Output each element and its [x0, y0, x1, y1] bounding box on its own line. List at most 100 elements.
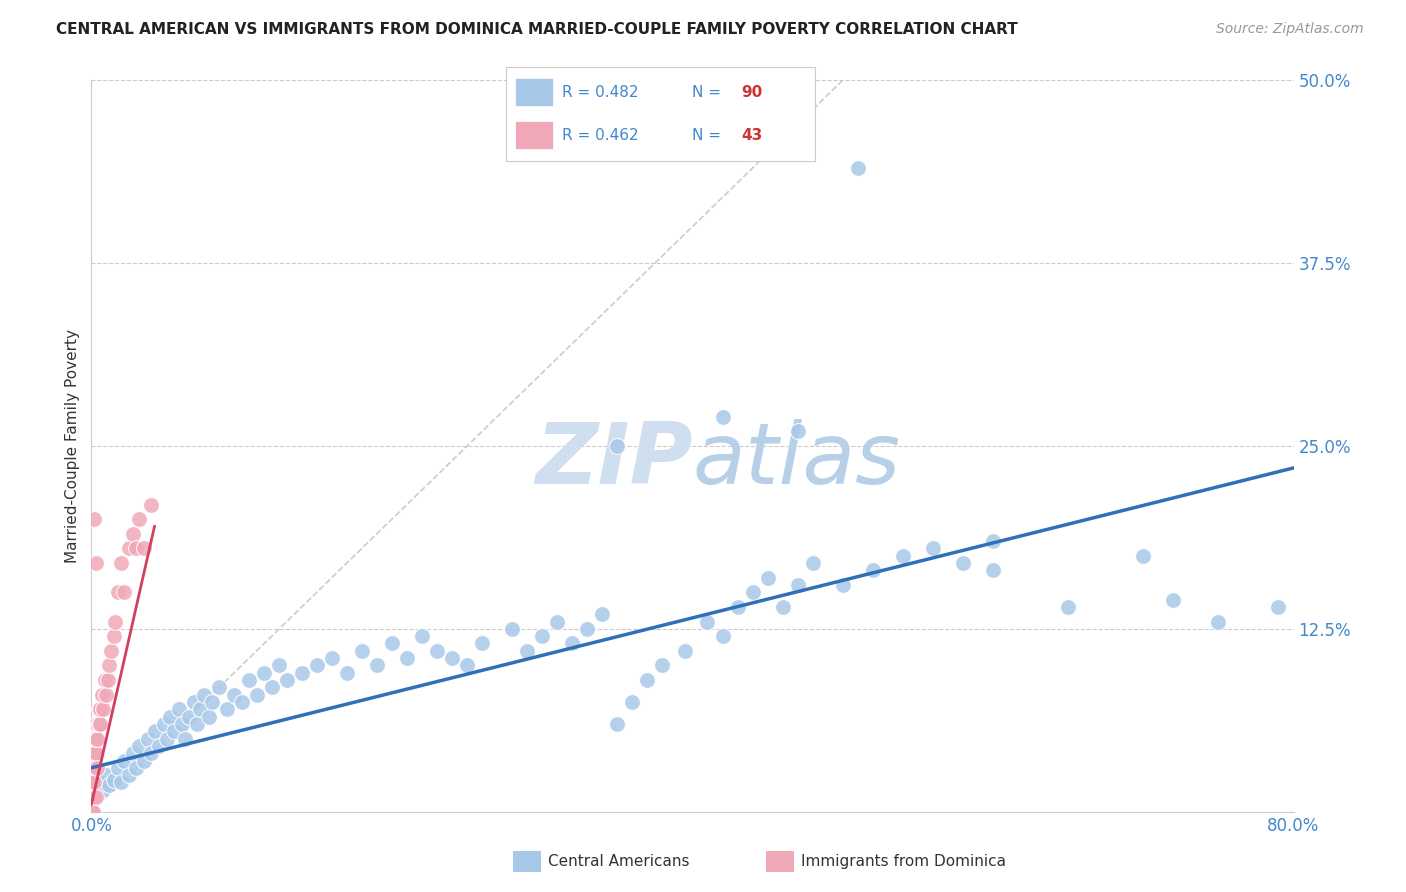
Bar	[516, 78, 553, 106]
Point	[100, 644, 122, 658]
Point	[128, 512, 150, 526]
Point	[83, 746, 105, 760]
Point	[188, 702, 211, 716]
Point	[696, 615, 718, 629]
Point	[786, 425, 808, 439]
Point	[952, 556, 974, 570]
Point	[606, 439, 628, 453]
Point	[122, 746, 145, 760]
Point	[426, 644, 449, 658]
Point	[143, 724, 166, 739]
Point	[350, 644, 373, 658]
Text: R = 0.462: R = 0.462	[562, 128, 638, 143]
Point	[87, 717, 110, 731]
Point	[83, 731, 105, 746]
Point	[636, 673, 658, 687]
Point	[103, 772, 125, 787]
Point	[132, 754, 155, 768]
Point	[118, 768, 141, 782]
Point	[591, 607, 613, 622]
Point	[651, 658, 673, 673]
Text: 90: 90	[741, 85, 762, 100]
Point	[87, 775, 110, 789]
Text: Central Americans: Central Americans	[548, 855, 690, 869]
Point	[86, 731, 108, 746]
Point	[84, 731, 107, 746]
Point	[546, 615, 568, 629]
Point	[89, 717, 111, 731]
Text: ZIP: ZIP	[534, 419, 692, 502]
Point	[159, 709, 181, 723]
Point	[531, 629, 554, 643]
Point	[471, 636, 494, 650]
Point	[501, 622, 523, 636]
Point	[82, 746, 104, 760]
Point	[1057, 599, 1080, 614]
Point	[132, 541, 155, 556]
Point	[94, 673, 117, 687]
Point	[84, 556, 107, 570]
Point	[96, 768, 118, 782]
Point	[141, 746, 163, 760]
Point	[82, 775, 104, 789]
Point	[606, 717, 628, 731]
Point	[82, 761, 104, 775]
Text: CENTRAL AMERICAN VS IMMIGRANTS FROM DOMINICA MARRIED-COUPLE FAMILY POVERTY CORRE: CENTRAL AMERICAN VS IMMIGRANTS FROM DOMI…	[56, 22, 1018, 37]
Text: atlas: atlas	[692, 419, 900, 502]
Text: 43: 43	[741, 128, 762, 143]
Point	[756, 571, 779, 585]
Point	[305, 658, 328, 673]
Point	[197, 709, 219, 723]
Point	[1132, 549, 1154, 563]
Point	[456, 658, 478, 673]
Point	[711, 409, 734, 424]
Point	[103, 629, 125, 643]
Point	[141, 498, 163, 512]
Point	[561, 636, 583, 650]
Point	[201, 695, 224, 709]
Point	[163, 724, 186, 739]
Point	[269, 658, 291, 673]
Point	[862, 563, 884, 577]
Point	[395, 651, 418, 665]
Point	[711, 629, 734, 643]
Point	[155, 731, 177, 746]
Point	[215, 702, 238, 716]
Point	[125, 761, 148, 775]
Point	[89, 702, 111, 716]
Text: Source: ZipAtlas.com: Source: ZipAtlas.com	[1216, 22, 1364, 37]
Point	[114, 585, 136, 599]
Point	[86, 761, 108, 775]
Point	[84, 746, 107, 760]
Point	[260, 681, 283, 695]
Point	[253, 665, 276, 680]
Point	[786, 578, 808, 592]
Point	[82, 790, 104, 805]
Point	[186, 717, 208, 731]
Point	[83, 790, 105, 805]
Point	[801, 556, 824, 570]
Point	[727, 599, 749, 614]
Point	[97, 673, 120, 687]
Point	[98, 658, 121, 673]
Point	[152, 717, 174, 731]
Point	[110, 556, 132, 570]
Point	[231, 695, 253, 709]
Point	[246, 688, 269, 702]
Point	[83, 761, 105, 775]
Point	[170, 717, 193, 731]
Point	[114, 754, 136, 768]
Point	[125, 541, 148, 556]
Point	[122, 526, 145, 541]
Point	[981, 534, 1004, 549]
Point	[516, 644, 538, 658]
Point	[84, 790, 107, 805]
Point	[82, 805, 104, 819]
Point	[96, 688, 118, 702]
Point	[1267, 599, 1289, 614]
Point	[87, 702, 110, 716]
Point	[673, 644, 696, 658]
Point	[381, 636, 404, 650]
Point	[193, 688, 215, 702]
Point	[84, 717, 107, 731]
